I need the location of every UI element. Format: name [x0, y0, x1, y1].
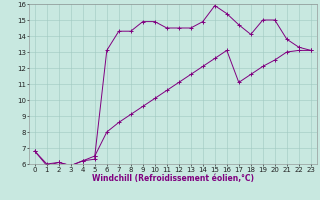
X-axis label: Windchill (Refroidissement éolien,°C): Windchill (Refroidissement éolien,°C)	[92, 174, 254, 183]
